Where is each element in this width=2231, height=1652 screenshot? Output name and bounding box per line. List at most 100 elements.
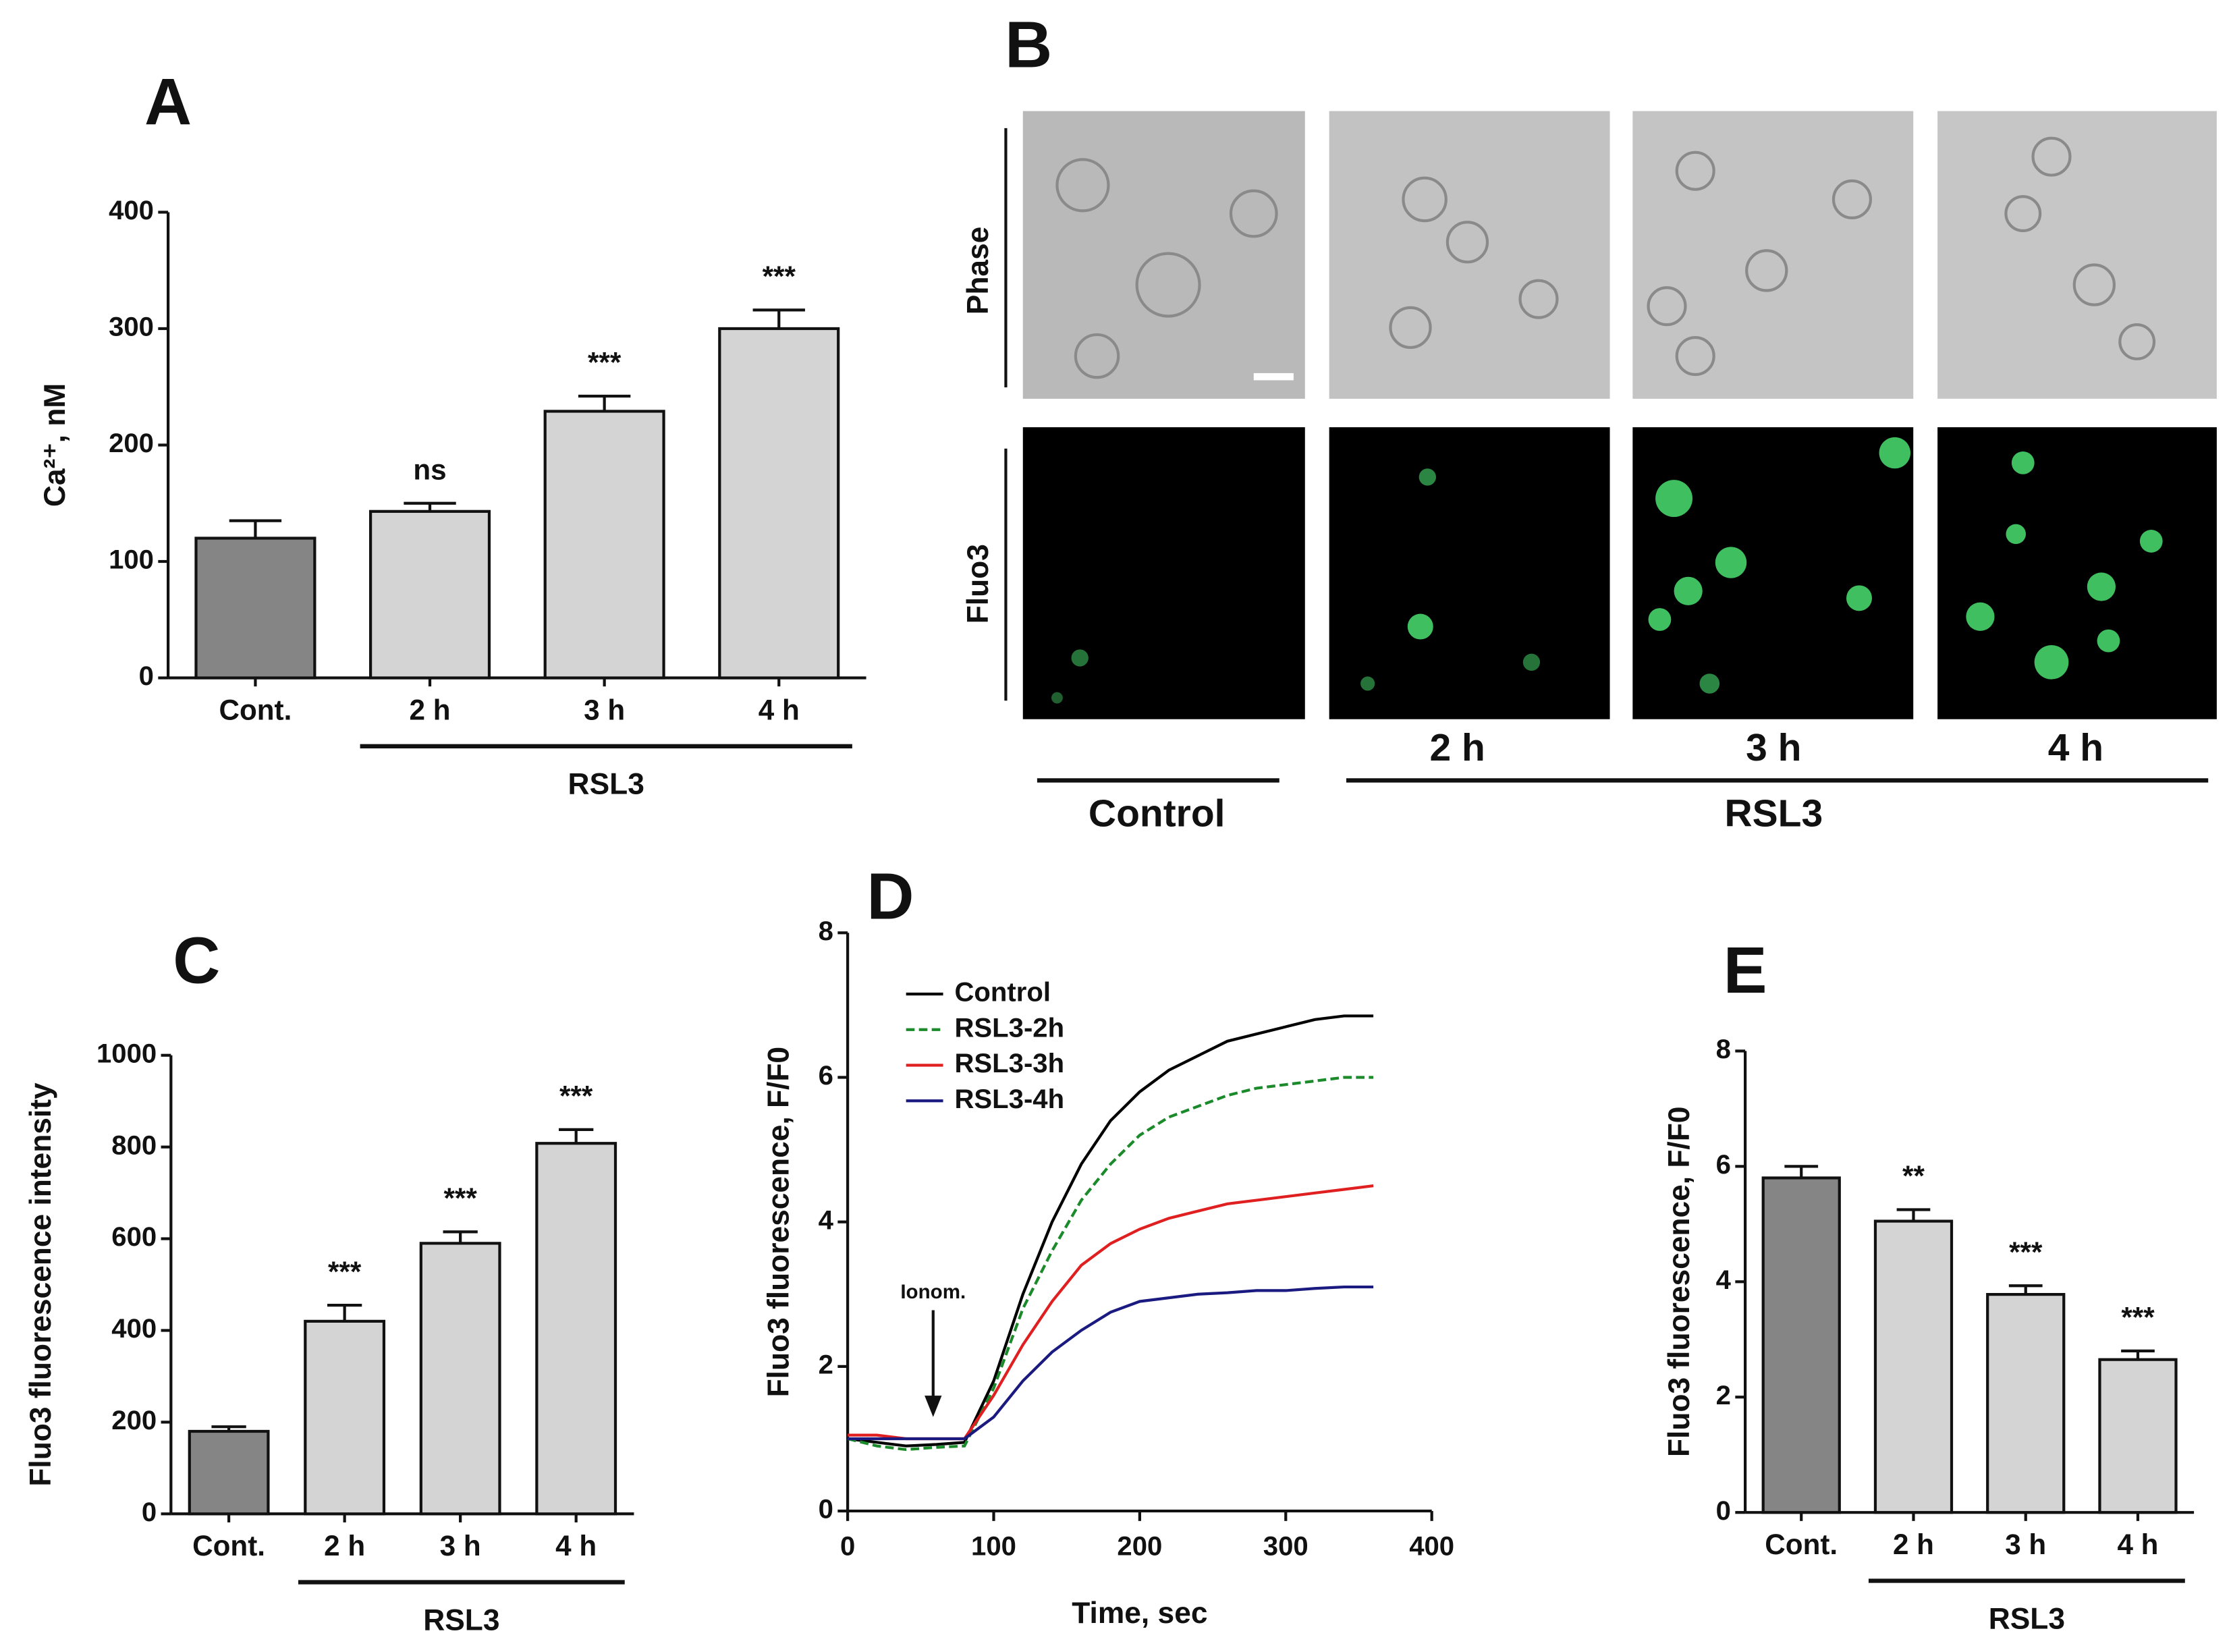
row-label: Fluo3 <box>962 544 995 624</box>
significance: ** <box>1902 1160 1925 1192</box>
x-tick-label: 3 h <box>584 694 625 725</box>
annotation: Ionom. <box>900 1281 966 1303</box>
significance: *** <box>588 347 622 379</box>
y-tick-label: 2 <box>1716 1381 1731 1410</box>
annotation-arrowhead <box>925 1396 942 1417</box>
y-tick-label: 4 <box>819 1205 834 1235</box>
x-tick-label: 200 <box>1117 1532 1162 1562</box>
panel-letter: D <box>866 860 914 933</box>
bar <box>1761 1176 1841 1514</box>
significance: *** <box>328 1256 362 1288</box>
y-tick-label: 1000 <box>97 1039 157 1068</box>
significance: *** <box>444 1182 478 1214</box>
panel-letter: B <box>1005 8 1052 82</box>
bar <box>543 410 665 680</box>
x-tick-label: Cont. <box>192 1530 265 1562</box>
y-tick-label: 2 <box>819 1350 833 1379</box>
y-tick-label: 0 <box>1716 1496 1731 1526</box>
y-axis-label: Fluo3 fluorescence intensity <box>24 1082 57 1487</box>
x-tick-label: Cont. <box>219 694 292 725</box>
bar <box>304 1319 386 1516</box>
y-tick-label: 0 <box>819 1495 833 1524</box>
panel-letter: E <box>1724 933 1767 1007</box>
group-label: Control <box>1089 792 1225 835</box>
bar <box>718 327 840 680</box>
legend-label: RSL3-4h <box>954 1084 1064 1114</box>
x-tick-label: Cont. <box>1765 1529 1838 1560</box>
panel-letter: C <box>173 923 220 997</box>
y-tick-label: 200 <box>109 429 154 458</box>
y-tick-label: 400 <box>111 1314 157 1344</box>
y-axis-label: Fluo3 fluorescence, F/F0 <box>1663 1107 1696 1457</box>
bar <box>194 536 316 680</box>
x-tick-label: 400 <box>1409 1532 1454 1562</box>
y-tick-label: 300 <box>109 312 154 342</box>
legend-label: Control <box>954 978 1051 1008</box>
x-tick-label: 4 h <box>2117 1529 2158 1560</box>
bar <box>535 1142 617 1516</box>
y-tick-label: 800 <box>111 1130 157 1160</box>
y-tick-label: 600 <box>111 1222 157 1252</box>
phase-image <box>1937 111 2217 399</box>
y-axis-label: Fluo3 fluorescence, F/F0 <box>763 1047 796 1397</box>
group-label: RSL3 <box>423 1603 499 1636</box>
scale-bar <box>1253 373 1294 381</box>
cells <box>1055 136 2156 379</box>
significance: *** <box>763 260 796 292</box>
phase-image <box>1632 111 1914 399</box>
x-tick-label: 4 h <box>759 694 800 725</box>
x-tick-label: 3 h <box>440 1530 481 1562</box>
x-tick-label: 0 <box>840 1532 855 1562</box>
bar <box>419 1242 501 1516</box>
y-tick-label: 400 <box>109 196 154 225</box>
bar <box>188 1429 270 1516</box>
fluo-image <box>1937 427 2217 719</box>
y-tick-label: 200 <box>111 1406 157 1435</box>
panel-letter: A <box>144 65 192 138</box>
row-label: Phase <box>962 227 995 315</box>
line <box>847 1076 1374 1452</box>
y-axis-label: Ca²⁺, nM <box>38 383 72 507</box>
x-tick-label: 2 h <box>1893 1529 1934 1560</box>
bar <box>1873 1219 1954 1514</box>
legend-label: RSL3-2h <box>954 1013 1064 1043</box>
bar <box>1986 1293 2066 1514</box>
bar <box>2098 1358 2178 1514</box>
column-label: 2 h <box>1430 726 1485 769</box>
fluo-image <box>1632 427 1914 719</box>
significance: *** <box>2121 1302 2155 1333</box>
y-tick-label: 100 <box>109 545 154 575</box>
y-tick-label: 6 <box>819 1061 833 1091</box>
column-label: 4 h <box>2048 726 2103 769</box>
line <box>848 1285 1374 1441</box>
x-tick-label: 2 h <box>410 694 451 725</box>
x-tick-label: 4 h <box>555 1530 597 1562</box>
group-label: RSL3 <box>1989 1602 2065 1635</box>
y-tick-label: 0 <box>142 1497 157 1527</box>
group-label: RSL3 <box>568 768 644 801</box>
legend-label: RSL3-3h <box>954 1049 1064 1078</box>
phase-image <box>1329 111 1610 399</box>
fluo-cells <box>1051 437 2163 704</box>
x-axis-label: Time, sec <box>1072 1597 1207 1630</box>
x-tick-label: 100 <box>971 1532 1016 1562</box>
line <box>847 1014 1374 1448</box>
y-tick-label: 6 <box>1716 1150 1731 1180</box>
y-tick-label: 8 <box>819 916 833 946</box>
y-tick-label: 0 <box>139 661 154 691</box>
bar <box>368 510 491 680</box>
panel-b: B Phase Fluo3 2 h 3 h 4 h Control <box>962 8 2217 835</box>
column-label: 3 h <box>1746 726 1801 769</box>
significance: ns <box>413 453 446 485</box>
fluo-image <box>1022 427 1305 719</box>
significance: *** <box>559 1080 593 1112</box>
group-label: RSL3 <box>1725 792 1823 835</box>
y-tick-label: 8 <box>1716 1035 1731 1064</box>
x-tick-label: 300 <box>1263 1532 1309 1562</box>
x-tick-label: 3 h <box>2005 1529 2046 1560</box>
significance: *** <box>2009 1236 2043 1268</box>
fluo-image <box>1329 427 1610 719</box>
x-tick-label: 2 h <box>324 1530 365 1562</box>
y-tick-label: 4 <box>1716 1265 1732 1295</box>
